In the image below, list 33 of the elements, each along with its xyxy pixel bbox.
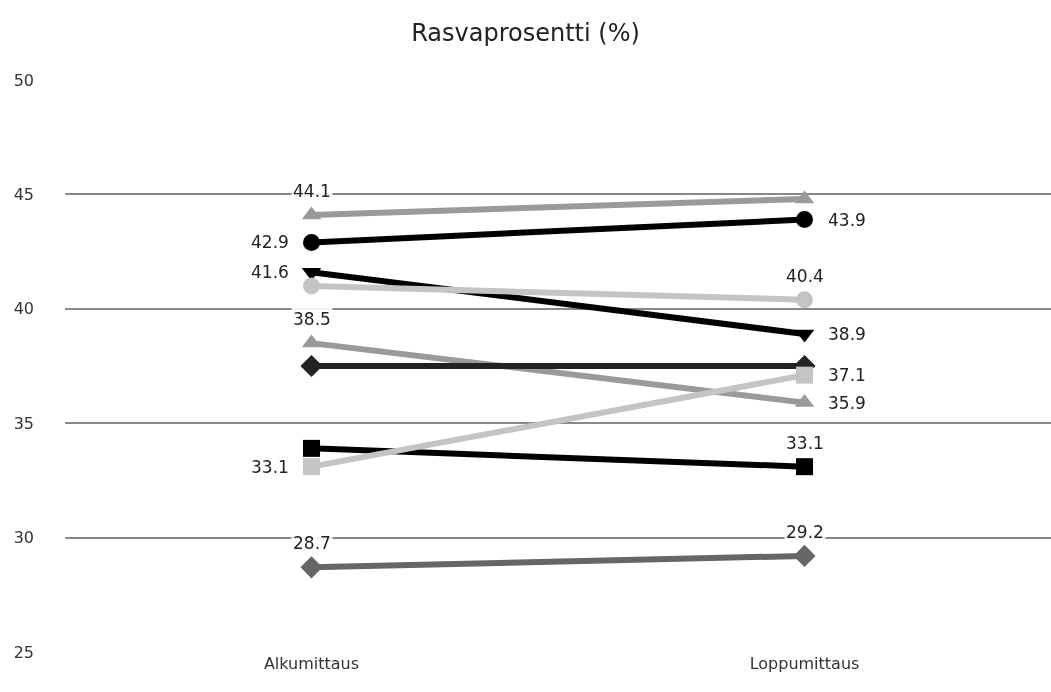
- point: [793, 544, 816, 567]
- point: [303, 458, 320, 476]
- data-label: 38.5: [293, 309, 331, 329]
- data-label: 33.1: [786, 433, 824, 453]
- chart-title: Rasvaprosentti (%): [411, 19, 640, 48]
- point: [796, 366, 813, 384]
- data-label: 40.4: [786, 266, 824, 286]
- data-label: 42.9: [251, 232, 289, 252]
- data-label: 35.9: [828, 393, 866, 413]
- x-tick-label: Loppumittaus: [749, 654, 860, 673]
- point: [796, 291, 813, 309]
- y-tick-label: 50: [13, 70, 34, 90]
- point: [300, 354, 323, 378]
- data-label: 37.1: [828, 365, 866, 385]
- y-tick-label: 35: [13, 413, 34, 433]
- point: [303, 439, 320, 457]
- data-label: 43.9: [828, 210, 866, 230]
- data-label: 33.1: [251, 457, 289, 477]
- data-label: 44.1: [293, 181, 331, 201]
- x-tick-label: Alkumittaus: [263, 654, 360, 673]
- data-label: 29.2: [786, 522, 824, 542]
- point: [303, 277, 320, 295]
- y-tick-label: 40: [13, 299, 34, 319]
- point: [300, 556, 323, 579]
- y-tick-label: 25: [13, 642, 34, 662]
- data-label: 28.7: [293, 533, 331, 553]
- point: [303, 233, 320, 251]
- data-label: 38.9: [828, 324, 866, 344]
- data-label: 41.6: [251, 262, 289, 282]
- y-tick-label: 30: [13, 528, 34, 548]
- point: [796, 458, 813, 476]
- point: [796, 211, 813, 229]
- y-tick-label: 45: [13, 185, 34, 204]
